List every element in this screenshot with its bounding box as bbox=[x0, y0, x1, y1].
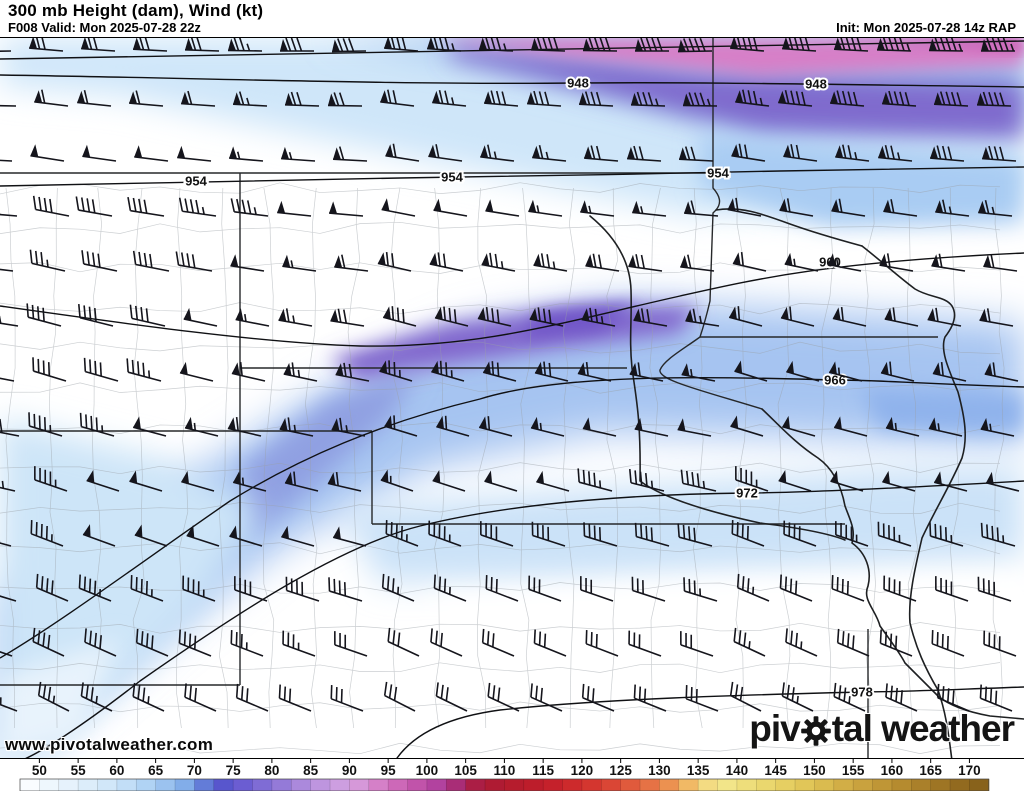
map-canvas: 948948954954954960966972978 www.pivotalw… bbox=[0, 37, 1024, 759]
svg-text:55: 55 bbox=[71, 763, 87, 778]
svg-text:954: 954 bbox=[441, 170, 463, 185]
colorbar-gradient bbox=[20, 779, 990, 791]
svg-text:90: 90 bbox=[342, 763, 357, 778]
pivotal-weather-logo: piv tal weather bbox=[749, 708, 1015, 750]
svg-text:160: 160 bbox=[881, 763, 904, 778]
svg-text:110: 110 bbox=[494, 763, 516, 778]
svg-text:75: 75 bbox=[226, 763, 242, 778]
watermark-url: www.pivotalweather.com bbox=[5, 735, 214, 754]
wind-barbs bbox=[0, 38, 1020, 712]
valid-time-label: F008 Valid: Mon 2025-07-28 22z bbox=[8, 20, 201, 35]
colorbar-ticks bbox=[38, 759, 970, 763]
svg-text:948: 948 bbox=[805, 77, 827, 92]
svg-text:115: 115 bbox=[532, 763, 554, 778]
svg-text:155: 155 bbox=[842, 763, 865, 778]
svg-text:954: 954 bbox=[185, 174, 207, 189]
svg-text:125: 125 bbox=[609, 763, 632, 778]
colorbar-svg: 50 55 60 65 70 75 80 85 90 95 100 105 110 115 120 125 13… bbox=[19, 759, 990, 791]
header: 300 mb Height (dam), Wind (kt) F008 Vali… bbox=[0, 0, 1024, 37]
svg-text:978: 978 bbox=[851, 685, 873, 700]
svg-text:150: 150 bbox=[803, 763, 826, 778]
state-borders bbox=[0, 38, 938, 758]
svg-text:130: 130 bbox=[648, 763, 671, 778]
svg-text:948: 948 bbox=[567, 76, 589, 91]
svg-text:95: 95 bbox=[381, 763, 397, 778]
svg-text:170: 170 bbox=[958, 763, 981, 778]
init-time-label: Init: Mon 2025-07-28 14z RAP bbox=[836, 20, 1016, 35]
svg-text:972: 972 bbox=[736, 486, 758, 501]
svg-text:966: 966 bbox=[824, 373, 846, 388]
colorbar: 50 55 60 65 70 75 80 85 90 95 100 105 110 115 120 125 13… bbox=[0, 759, 1024, 791]
svg-text:120: 120 bbox=[571, 763, 594, 778]
svg-text:105: 105 bbox=[454, 763, 477, 778]
svg-text:50: 50 bbox=[32, 763, 47, 778]
svg-text:70: 70 bbox=[187, 763, 202, 778]
gear-icon bbox=[800, 716, 831, 746]
page-title: 300 mb Height (dam), Wind (kt) bbox=[8, 1, 264, 20]
svg-text:80: 80 bbox=[264, 763, 279, 778]
svg-text:140: 140 bbox=[726, 763, 749, 778]
svg-text:135: 135 bbox=[687, 763, 710, 778]
svg-text:60: 60 bbox=[109, 763, 124, 778]
logo-text-pre: piv bbox=[749, 708, 800, 749]
svg-text:145: 145 bbox=[764, 763, 787, 778]
svg-text:65: 65 bbox=[148, 763, 164, 778]
svg-text:954: 954 bbox=[707, 166, 729, 181]
svg-text:165: 165 bbox=[919, 763, 942, 778]
svg-text:85: 85 bbox=[303, 763, 319, 778]
colorbar-separators bbox=[39, 779, 970, 791]
colorbar-labels: 50 55 60 65 70 75 80 85 90 95 100 105 110 115 120 125 13… bbox=[32, 763, 981, 778]
svg-text:100: 100 bbox=[416, 763, 439, 778]
logo-text-post: tal weather bbox=[831, 708, 1015, 749]
weather-map: 948948954954954960966972978 bbox=[0, 38, 1024, 758]
